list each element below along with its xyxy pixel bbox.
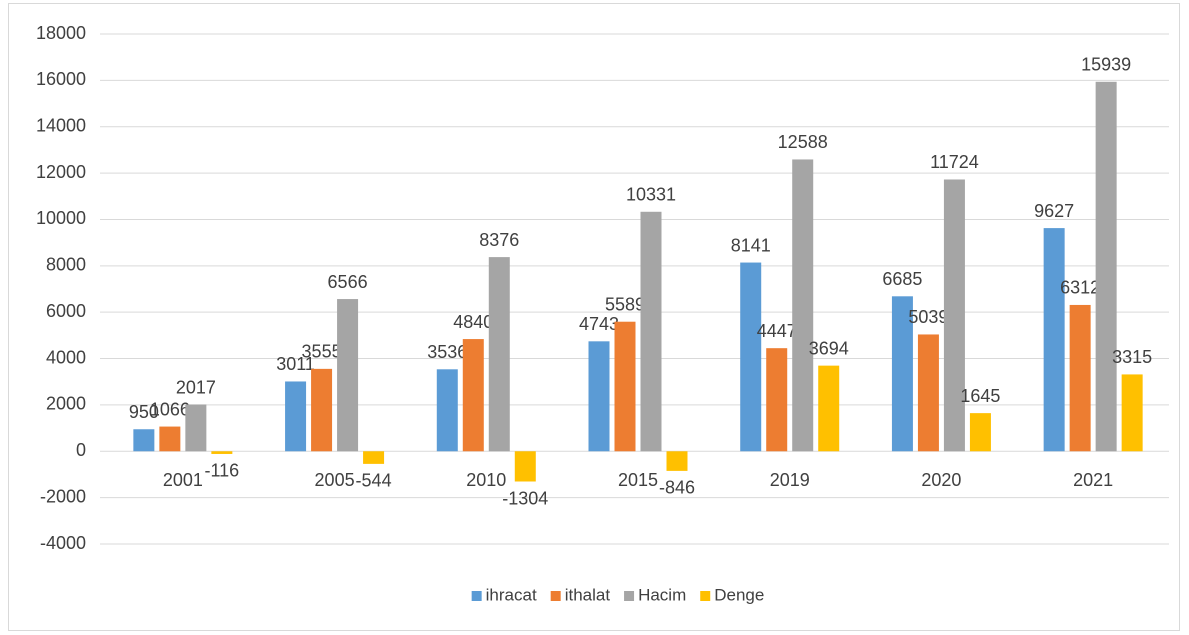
data-label: 5589 bbox=[605, 294, 645, 314]
y-tick-label: 16000 bbox=[36, 69, 86, 89]
bar bbox=[185, 404, 207, 452]
legend-swatch bbox=[624, 591, 635, 601]
data-label: 3315 bbox=[1112, 347, 1152, 367]
bar bbox=[969, 413, 991, 452]
bar bbox=[1121, 374, 1143, 452]
data-label: 11724 bbox=[930, 152, 979, 172]
data-label: 15939 bbox=[1081, 55, 1131, 75]
y-tick-label: 10000 bbox=[36, 208, 86, 228]
bar bbox=[640, 211, 662, 452]
x-tick-label: 2001 bbox=[163, 470, 203, 490]
data-label: 4447 bbox=[757, 321, 797, 341]
bar bbox=[311, 368, 333, 452]
data-label: 4743 bbox=[579, 314, 619, 334]
y-tick-label: -2000 bbox=[40, 486, 86, 506]
bar bbox=[818, 365, 840, 452]
y-tick-label: 0 bbox=[76, 440, 86, 460]
bar bbox=[588, 341, 610, 452]
bar bbox=[285, 381, 307, 452]
data-label: 8376 bbox=[479, 230, 519, 250]
y-tick-label: 2000 bbox=[46, 394, 86, 414]
data-label: 3555 bbox=[302, 342, 342, 362]
bar bbox=[943, 179, 965, 452]
legend-label: ihracat bbox=[486, 585, 537, 604]
legend-swatch bbox=[700, 591, 711, 601]
y-tick-label: 12000 bbox=[36, 162, 86, 182]
data-label: 4840 bbox=[453, 312, 493, 332]
y-tick-label: 6000 bbox=[46, 301, 86, 321]
bar bbox=[1043, 228, 1065, 452]
x-tick-label: 2010 bbox=[466, 470, 506, 490]
bar bbox=[462, 339, 484, 452]
bar bbox=[337, 299, 359, 452]
y-tick-label: -4000 bbox=[40, 533, 86, 553]
x-tick-label: 2020 bbox=[921, 470, 961, 490]
bar bbox=[211, 451, 233, 454]
bar bbox=[363, 451, 385, 464]
bar bbox=[1095, 81, 1117, 452]
legend-swatch bbox=[471, 591, 482, 601]
bar bbox=[614, 321, 636, 452]
data-label: -544 bbox=[356, 471, 392, 491]
chart-border bbox=[8, 3, 1180, 631]
bar bbox=[917, 334, 939, 452]
x-tick-label: 2005 bbox=[315, 470, 355, 490]
data-label: 3694 bbox=[809, 338, 849, 358]
y-tick-label: 18000 bbox=[36, 23, 86, 43]
legend-swatch bbox=[550, 591, 561, 601]
data-label: 12588 bbox=[778, 132, 828, 152]
data-label: 8141 bbox=[731, 235, 771, 255]
data-label: 9627 bbox=[1034, 201, 1074, 221]
data-label: 1066 bbox=[150, 399, 190, 419]
bar bbox=[740, 262, 762, 452]
data-label: -116 bbox=[205, 461, 240, 481]
x-tick-label: 2021 bbox=[1073, 470, 1113, 490]
y-tick-label: 4000 bbox=[46, 347, 86, 367]
x-tick-label: 2019 bbox=[770, 470, 810, 490]
y-tick-label: 8000 bbox=[46, 255, 86, 275]
legend-label: ithalat bbox=[565, 585, 611, 604]
data-label: 950 bbox=[129, 402, 159, 422]
bar bbox=[792, 159, 814, 452]
data-label: 6685 bbox=[882, 269, 922, 289]
bar bbox=[488, 257, 510, 452]
data-label: 10331 bbox=[626, 185, 676, 205]
bar bbox=[436, 369, 458, 452]
data-label: -846 bbox=[659, 478, 695, 498]
bar bbox=[666, 451, 688, 471]
x-tick-label: 2015 bbox=[618, 470, 658, 490]
bar bbox=[514, 451, 536, 482]
legend-label: Denge bbox=[714, 585, 764, 604]
data-label: 5039 bbox=[908, 307, 948, 327]
data-label: 2017 bbox=[176, 377, 216, 397]
data-label: 3011 bbox=[276, 354, 315, 374]
bar bbox=[891, 296, 913, 452]
legend-label: Hacim bbox=[638, 585, 686, 604]
data-label: 6312 bbox=[1060, 278, 1100, 298]
bar bbox=[159, 426, 181, 452]
bar bbox=[133, 429, 155, 452]
bar bbox=[1069, 304, 1091, 452]
y-tick-label: 14000 bbox=[36, 115, 86, 135]
data-label: 3536 bbox=[427, 342, 467, 362]
data-label: -1304 bbox=[502, 488, 548, 508]
data-label: 6566 bbox=[328, 272, 368, 292]
bar bbox=[766, 348, 788, 452]
data-label: 1645 bbox=[960, 386, 1000, 406]
